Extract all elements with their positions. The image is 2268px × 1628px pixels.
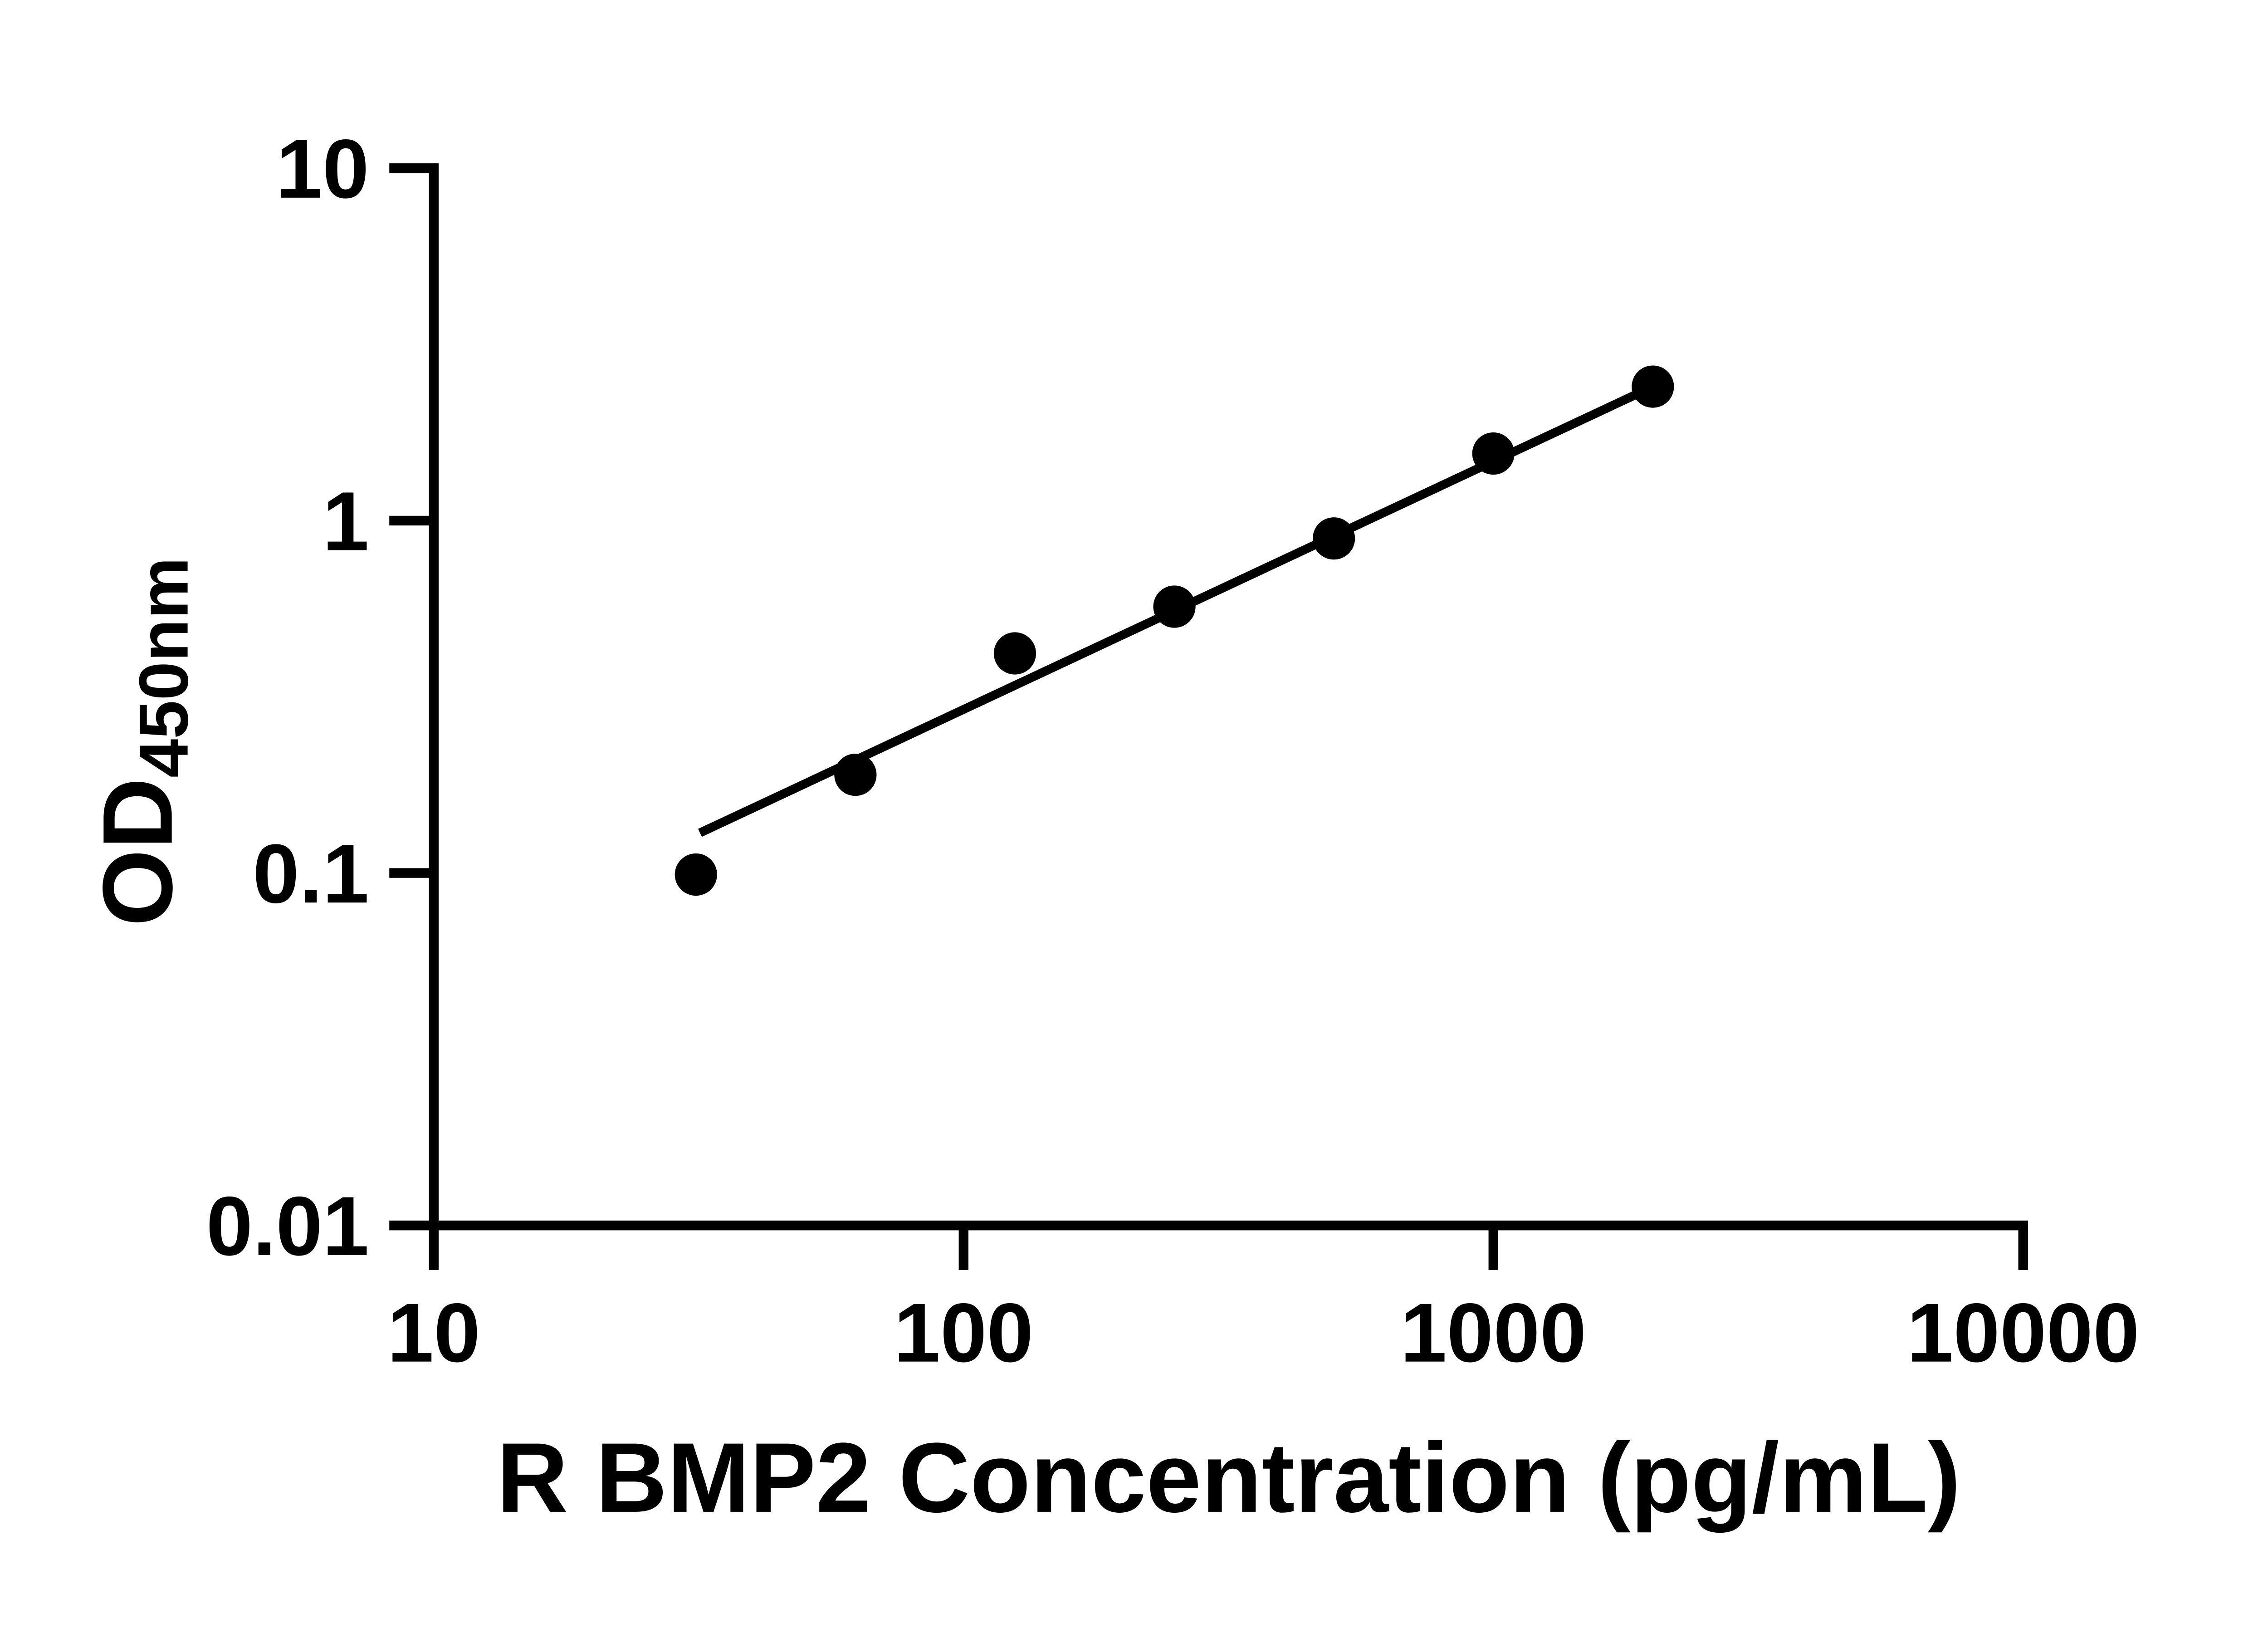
y-tick-label: 10 xyxy=(276,123,369,216)
data-point xyxy=(1472,432,1515,475)
x-tick-labels: 10 100 1000 10000 xyxy=(387,1286,2140,1380)
data-point xyxy=(1153,585,1196,628)
data-point xyxy=(993,632,1036,675)
y-tick-label: 1 xyxy=(323,475,369,568)
x-tick-label: 10 xyxy=(387,1286,480,1380)
y-axis-title-subscript: 450nm xyxy=(125,557,203,778)
y-tick-labels: 0.01 0.1 1 10 xyxy=(206,123,369,1273)
y-axis-title-main: OD xyxy=(83,778,193,927)
data-point xyxy=(675,853,717,896)
data-point xyxy=(1632,365,1674,408)
y-tick-label: 0.01 xyxy=(206,1180,369,1273)
data-point xyxy=(1313,517,1355,560)
x-tick-label: 100 xyxy=(894,1286,1033,1380)
plot-content xyxy=(675,365,1674,896)
axes xyxy=(429,163,2028,1231)
x-tick-label: 1000 xyxy=(1400,1286,1586,1380)
y-tick-label: 0.1 xyxy=(253,827,369,921)
x-tick-label: 10000 xyxy=(1907,1286,2140,1380)
x-tick-marks xyxy=(429,1225,2028,1270)
x-axis-title: R BMP2 Concentration (pg/mL) xyxy=(497,1422,1961,1533)
y-axis-title: OD450nm xyxy=(83,557,203,927)
data-point xyxy=(834,753,877,796)
y-tick-marks xyxy=(389,163,434,1231)
